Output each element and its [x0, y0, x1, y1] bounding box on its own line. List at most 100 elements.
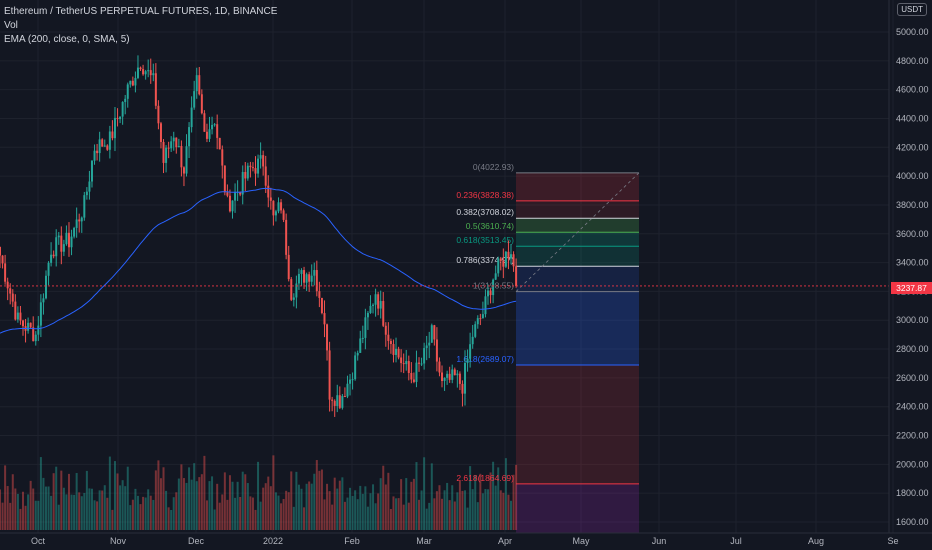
candle-body	[4, 263, 7, 282]
candle-body	[221, 149, 224, 166]
volume-bar	[405, 478, 408, 530]
time-axis[interactable]: Oct Nov Dec 2022 Feb Mar Apr May Jun Jul Aug Se	[31, 536, 899, 546]
fib-zone	[516, 483, 639, 533]
volume-bar	[341, 477, 344, 530]
candle-body	[415, 362, 418, 382]
volume-bar	[443, 490, 446, 530]
candle-body	[157, 105, 160, 124]
price-axis[interactable]: 5000.00 4800.00 4600.00 4400.00 4200.00 4000.…	[896, 27, 929, 527]
volume-bar	[19, 508, 22, 530]
volume-bar	[75, 473, 78, 530]
time-tick-label: Aug	[808, 536, 824, 546]
candle-body	[494, 273, 497, 280]
candle-body	[185, 146, 188, 174]
candle-body	[280, 202, 283, 211]
candle-body	[384, 325, 387, 335]
volume-bar	[343, 501, 346, 530]
volume-bar	[287, 492, 290, 530]
volume-bar	[254, 509, 257, 530]
volume-bar	[384, 484, 387, 530]
price-tick-label: 3000.00	[896, 315, 929, 325]
candle-body	[461, 383, 464, 394]
candle-body	[448, 373, 451, 380]
volume-bar	[476, 502, 479, 530]
volume-bar	[300, 488, 303, 530]
volume-bar	[27, 494, 30, 530]
volume-bar	[469, 466, 472, 530]
volume-bar	[372, 484, 375, 530]
volume-bar	[497, 467, 500, 530]
symbol-title[interactable]: Ethereum / TetherUS PERPETUAL FUTURES, 1…	[4, 6, 278, 17]
volume-bar	[198, 477, 201, 530]
candle-body	[246, 165, 249, 179]
currency-badge[interactable]: USDT	[897, 3, 927, 16]
candle-body	[19, 312, 22, 321]
candle-body	[441, 372, 444, 381]
fib-level-label: 2.618(1864.69)	[456, 473, 514, 483]
volume-bar	[369, 493, 372, 530]
volume-bar	[239, 496, 242, 530]
volume-bar	[510, 500, 512, 530]
candle-body	[254, 168, 257, 174]
candle-body	[32, 327, 35, 342]
candle-body	[190, 107, 193, 128]
volume-bar	[274, 492, 277, 530]
candle-body	[42, 298, 45, 303]
ema-indicator-label[interactable]: EMA (200, close, 0, SMA, 5)	[4, 34, 130, 45]
candle-body	[453, 369, 456, 376]
volume-bar	[216, 483, 219, 530]
volume-bar	[231, 481, 234, 530]
candle-body	[402, 363, 405, 365]
candle-body	[297, 273, 300, 284]
candle-body	[11, 293, 14, 302]
volume-bar	[364, 486, 367, 530]
candle-body	[80, 217, 83, 222]
volume-bar	[382, 465, 385, 530]
volume-bar	[269, 486, 272, 530]
candle-body	[98, 139, 101, 154]
candle-body	[418, 362, 421, 364]
candle-body	[129, 80, 132, 85]
candle-body	[446, 373, 449, 378]
candle-body	[305, 274, 308, 283]
candle-body	[113, 117, 116, 139]
volume-bar	[489, 472, 492, 530]
candle-body	[70, 236, 73, 248]
volume-indicator-label[interactable]: Vol	[4, 20, 18, 31]
volume-bar	[241, 471, 244, 530]
candle-body	[351, 379, 354, 381]
price-tick-label: 2800.00	[896, 344, 929, 354]
volume-bar	[152, 499, 155, 530]
volume-bar	[305, 483, 308, 530]
volume-bar	[412, 478, 415, 530]
volume-bar	[44, 486, 47, 530]
price-tick-label: 3600.00	[896, 229, 929, 239]
ema-line	[0, 187, 517, 334]
volume-bar	[244, 474, 247, 530]
volume-bar	[234, 497, 237, 530]
candle-body	[234, 192, 237, 201]
candle-body	[285, 219, 288, 255]
volume-bar	[318, 470, 321, 530]
candle-body	[223, 165, 226, 193]
candle-body	[216, 124, 219, 138]
volume-bar	[29, 480, 32, 530]
volume-bar	[249, 496, 252, 530]
volume-bar	[236, 481, 239, 530]
volume-bar	[295, 471, 298, 530]
volume-bar	[474, 475, 477, 530]
candle-body	[134, 77, 137, 86]
candle-body	[469, 344, 472, 359]
volume-bar	[88, 488, 91, 530]
candle-body	[108, 131, 111, 150]
volume-bar	[502, 492, 505, 530]
price-tick-label: 4400.00	[896, 113, 929, 123]
volume-bar	[361, 493, 364, 530]
fib-level-label: 1.618(2689.07)	[456, 354, 514, 364]
volume-bar	[504, 458, 507, 530]
candle-body	[83, 195, 86, 218]
fib-retracement[interactable]: 0(4022.93) 0.236(3828.38) 0.382(3708.02) 0.…	[456, 162, 640, 533]
fib-zone	[516, 266, 639, 292]
candle-body	[310, 275, 313, 282]
